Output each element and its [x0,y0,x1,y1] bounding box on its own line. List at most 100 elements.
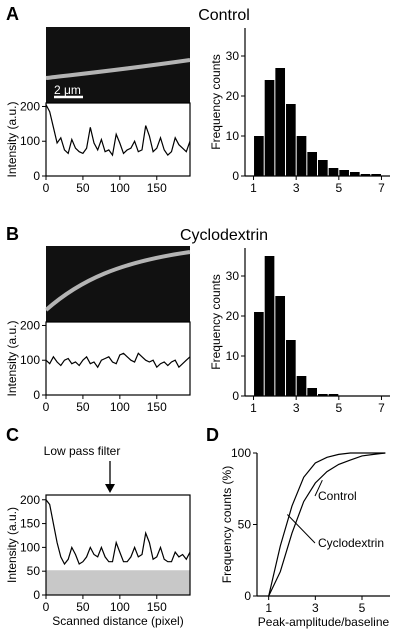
histogram-bar [275,68,286,176]
filter-arrow-head [105,484,115,493]
x-axis-label: Peak-amplitude/baseline [258,615,390,629]
histogram-bar [296,376,307,396]
y-tick-label: 200 [20,99,40,113]
plot-frame [45,321,191,396]
scale-bar-label: 2 μm [54,83,81,97]
x-tick-label: 7 [378,181,385,195]
x-tick-label: 0 [43,181,50,195]
y-tick-label: 30 [226,269,240,283]
histogram-bar [328,394,339,396]
histogram-bar [296,136,307,176]
y-tick-label: 50 [27,564,41,578]
x-tick-label: 3 [293,181,300,195]
x-tick-label: 1 [250,401,257,415]
histogram-bar [371,174,381,176]
y-tick-label: 100 [20,134,40,148]
y-tick-label: 100 [20,540,40,554]
histogram-bar [254,312,264,396]
x-tick-label: 0 [43,600,50,614]
x-tick-label: 50 [76,400,90,414]
histogram-bar [307,152,317,176]
panel-title-control: Control [198,7,250,24]
histogram-bar [286,104,296,176]
x-tick-label: 100 [110,400,130,414]
panel-letter-d: D [206,425,219,445]
y-axis-label: Intensity (a.u.) [5,101,19,177]
y-tick-label: 20 [226,89,240,103]
histogram-bar [339,170,349,176]
legend-control: Control [318,489,357,503]
cdf-line-cyclodextrin [268,452,386,597]
x-tick-label: 100 [110,600,130,614]
x-tick-label: 150 [147,400,167,414]
y-tick-label: 10 [226,129,240,143]
histogram-bar [264,256,275,396]
y-axis-label: Intensity (a.u.) [5,507,19,583]
histogram-bar [318,394,328,396]
histogram-bar [254,136,264,176]
cdf-line-control [268,452,386,597]
y-axis-label: Frequency counts [209,54,223,149]
panel-letter-c: C [6,425,19,445]
legend-pointer [286,514,316,544]
x-tick-label: 150 [147,600,167,614]
x-tick-label: 50 [76,600,90,614]
histogram-bar [286,340,296,396]
histogram-bar [328,168,339,176]
control-dendrite [45,58,191,80]
y-tick-label: 10 [226,349,240,363]
x-tick-label: 50 [76,181,90,195]
x-tick-label: 1 [250,181,257,195]
y-tick-label: 0 [244,589,251,603]
legend-cyclodextrin: Cyclodextrin [318,536,384,550]
filtered-profile-line [45,499,191,566]
panel-title-cyclodextrin: Cyclodextrin [180,227,268,244]
profile-line [45,352,191,369]
cyclodextrin-dendrite [44,250,191,312]
histogram-bar [275,296,286,396]
histogram-bar [349,172,360,176]
plot-frame [45,102,191,177]
x-tick-label: 1 [265,601,272,615]
profile-line [45,104,191,157]
y-tick-label: 200 [20,318,40,332]
panel-letter-b: B [6,224,19,244]
y-tick-label: 50 [238,518,252,532]
panel-letter-a: A [6,4,19,24]
legend-pointer [314,479,323,497]
y-tick-label: 30 [226,49,240,63]
y-axis-label: Intensity (a.u.) [5,320,19,396]
y-tick-label: 200 [20,493,40,507]
histogram-bar [264,80,275,176]
histogram-bar [360,174,371,176]
x-tick-label: 150 [147,181,167,195]
y-tick-label: 0 [33,169,40,183]
x-tick-label: 5 [335,181,342,195]
x-tick-label: 0 [43,400,50,414]
histogram-bar [318,160,328,176]
x-tick-label: 100 [110,181,130,195]
x-axis-label: Scanned distance (pixel) [52,614,183,628]
x-tick-label: 5 [359,601,366,615]
baseline-band [46,570,190,595]
y-tick-label: 150 [20,517,40,531]
x-tick-label: 3 [312,601,319,615]
x-tick-label: 3 [293,401,300,415]
plot-frame [45,494,191,596]
y-axis-label: Frequency counts (%) [220,466,234,583]
y-tick-label: 100 [20,353,40,367]
y-tick-label: 0 [33,588,40,602]
low-pass-filter-label: Low pass filter [44,444,121,458]
x-tick-label: 7 [378,401,385,415]
y-axis-label: Frequency counts [209,274,223,369]
y-tick-label: 20 [226,309,240,323]
y-tick-label: 0 [232,389,239,403]
histogram-bar [307,388,317,396]
